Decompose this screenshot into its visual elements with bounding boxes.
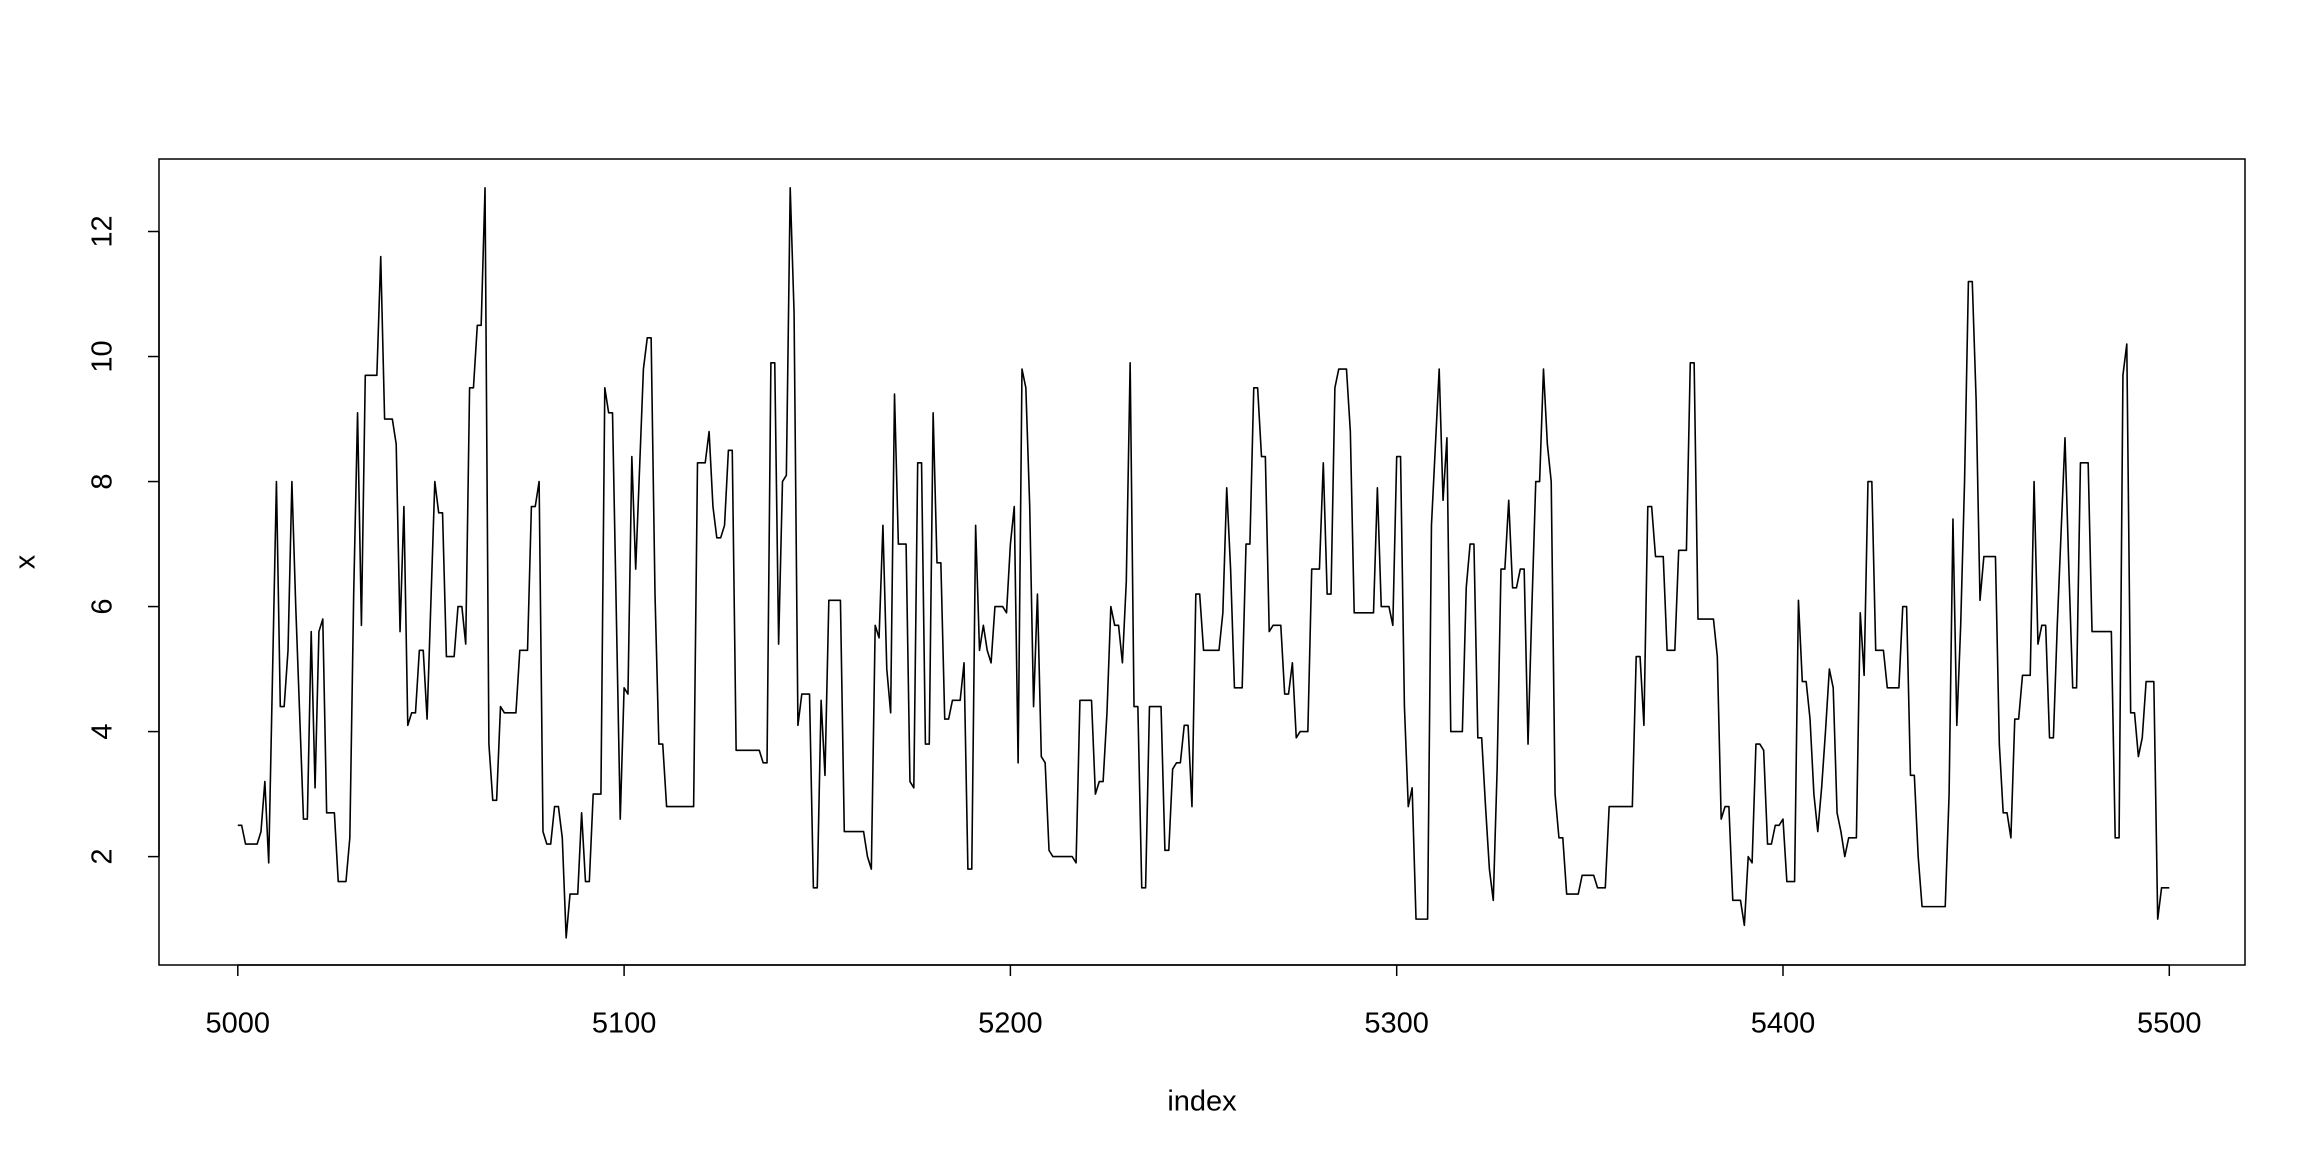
y-tick-label: 12 [87,215,119,247]
x-tick-label: 5000 [206,1008,271,1040]
y-tick-label: 6 [87,598,119,614]
x-tick-label: 5400 [1751,1008,1816,1040]
x-tick-label: 5300 [1364,1008,1429,1040]
x-axis-label: index [1167,1086,1237,1118]
y-tick-label: 4 [87,724,119,740]
data-line [237,186,2170,939]
x-tick-label: 5100 [592,1008,657,1040]
x-tick-label: 5200 [978,1008,1043,1040]
x-tick-label: 5500 [2137,1008,2202,1040]
y-tick-label: 10 [87,340,119,372]
y-tick-label: 8 [87,473,119,489]
y-axis-label: x [10,554,42,569]
y-tick-label: 2 [87,849,119,865]
plot-frame [158,158,2246,966]
